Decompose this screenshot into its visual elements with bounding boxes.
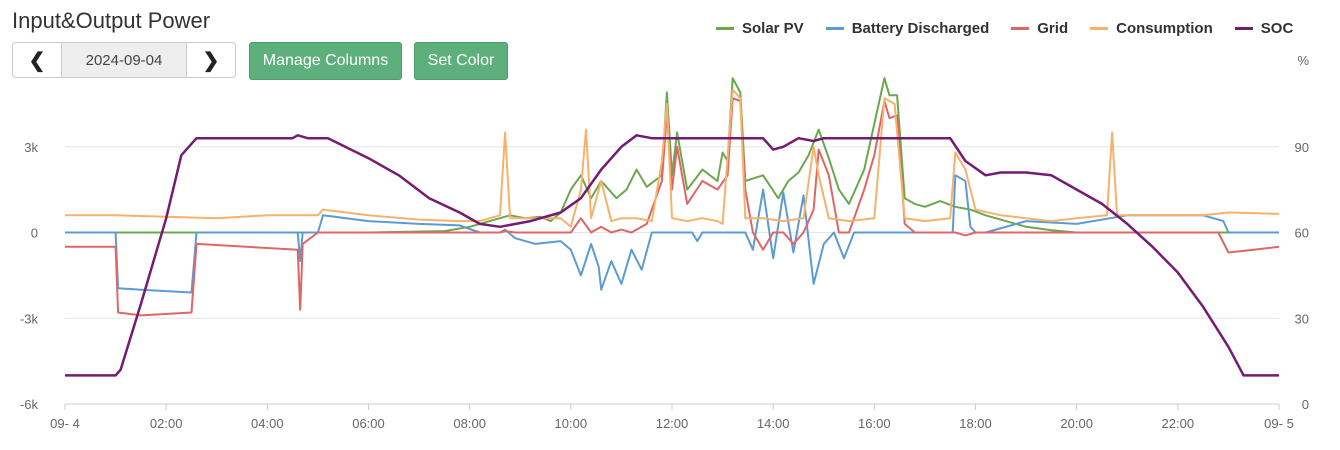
x-tick-label: 16:00 — [858, 416, 891, 431]
y-right-tick-label: 0 — [1302, 397, 1309, 412]
legend-swatch — [1234, 27, 1253, 30]
legend-label: Solar PV — [742, 20, 804, 37]
y-left-tick-label: -3k — [20, 311, 39, 326]
date-field[interactable]: 2024-09-04 — [61, 43, 187, 77]
chart-legend: Solar PV Battery Discharged Grid Consumptio… — [716, 20, 1293, 37]
series-line-consumption — [65, 88, 1280, 228]
y-right-tick-label: 60 — [1295, 226, 1309, 241]
x-tick-label: 02:00 — [150, 416, 183, 431]
legend-swatch — [1090, 27, 1109, 30]
x-tick-label: 09- 4 — [50, 416, 80, 431]
legend-swatch — [825, 27, 844, 30]
y-right-tick-label: 90 — [1295, 140, 1309, 155]
x-tick-label: 09- 5 — [1264, 416, 1294, 431]
legend-item-soc[interactable]: SOC — [1234, 20, 1294, 37]
y-right-tick-label: 30 — [1295, 311, 1309, 326]
y-left-tick-label: -6k — [20, 397, 39, 412]
y-right-unit-label: % — [1297, 53, 1309, 68]
series-line-grid — [65, 97, 1280, 317]
set-color-button[interactable]: Set Color — [414, 42, 508, 80]
x-tick-label: 14:00 — [757, 416, 790, 431]
chevron-right-icon: ❯ — [202, 49, 220, 72]
manage-columns-button[interactable]: Manage Columns — [249, 42, 402, 80]
page-title: Input&Output Power — [12, 8, 211, 33]
legend-label: SOC — [1260, 20, 1294, 37]
x-tick-label: 18:00 — [959, 416, 992, 431]
y-left-tick-label: 0 — [31, 226, 38, 241]
legend-swatch — [1011, 27, 1030, 30]
x-tick-label: 08:00 — [453, 416, 486, 431]
legend-label: Consumption — [1116, 20, 1213, 37]
x-tick-label: 22:00 — [1162, 416, 1195, 431]
series-line-soc — [65, 134, 1279, 377]
legend-item-consumption[interactable]: Consumption — [1090, 20, 1213, 37]
x-tick-label: 20:00 — [1060, 416, 1093, 431]
series-line-solar-pv — [65, 77, 1279, 234]
y-left-tick-label: 3k — [24, 140, 38, 155]
x-tick-label: 06:00 — [352, 416, 385, 431]
legend-label: Grid — [1037, 20, 1069, 37]
date-navigator: ❮ 2024-09-04 ❯ — [12, 42, 236, 78]
prev-day-button[interactable]: ❮ — [13, 43, 61, 77]
x-tick-label: 10:00 — [555, 416, 588, 431]
legend-label: Battery Discharged — [851, 20, 990, 37]
series-line-battery-discharged — [65, 174, 1279, 294]
legend-swatch — [716, 27, 734, 30]
x-tick-label: 04:00 — [251, 416, 284, 431]
chevron-left-icon: ❮ — [28, 49, 46, 72]
x-tick-label: 12:00 — [656, 416, 689, 431]
legend-item-grid[interactable]: Grid — [1011, 20, 1068, 37]
legend-item-solar-pv[interactable]: Solar PV — [716, 20, 804, 37]
legend-item-battery-discharged[interactable]: Battery Discharged — [825, 20, 990, 37]
next-day-button[interactable]: ❯ — [187, 43, 235, 77]
